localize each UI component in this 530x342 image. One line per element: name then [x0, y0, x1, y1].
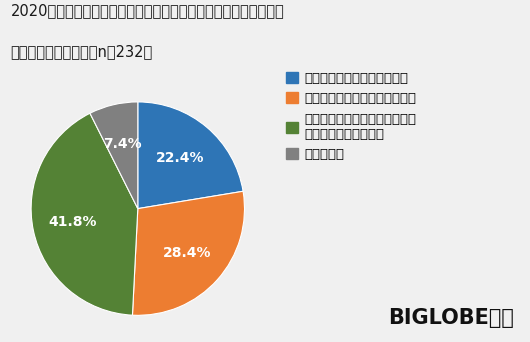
Text: 28.4%: 28.4%	[163, 246, 211, 260]
Wedge shape	[31, 113, 138, 315]
Legend: 民泊先として提供しても良い, 民泊先として提供したくはない, そもそも民泊先として適してい
ない／禁止されている, わからない: 民泊先として提供しても良い, 民泊先として提供したくはない, そもそも民泊先とし…	[282, 68, 421, 165]
Text: 2020年東京五輪の際にあなたの家を民泊先として提供することは: 2020年東京五輪の際にあなたの家を民泊先として提供することは	[11, 3, 285, 18]
Wedge shape	[90, 102, 138, 209]
Text: 22.4%: 22.4%	[156, 151, 205, 165]
Wedge shape	[132, 191, 244, 315]
Wedge shape	[138, 102, 243, 209]
Text: 考えられますか？　（n＝232）: 考えられますか？ （n＝232）	[11, 44, 153, 60]
Text: 41.8%: 41.8%	[49, 215, 98, 229]
Text: 7.4%: 7.4%	[103, 137, 142, 151]
Text: BIGLOBE調べ: BIGLOBE調べ	[388, 308, 514, 328]
